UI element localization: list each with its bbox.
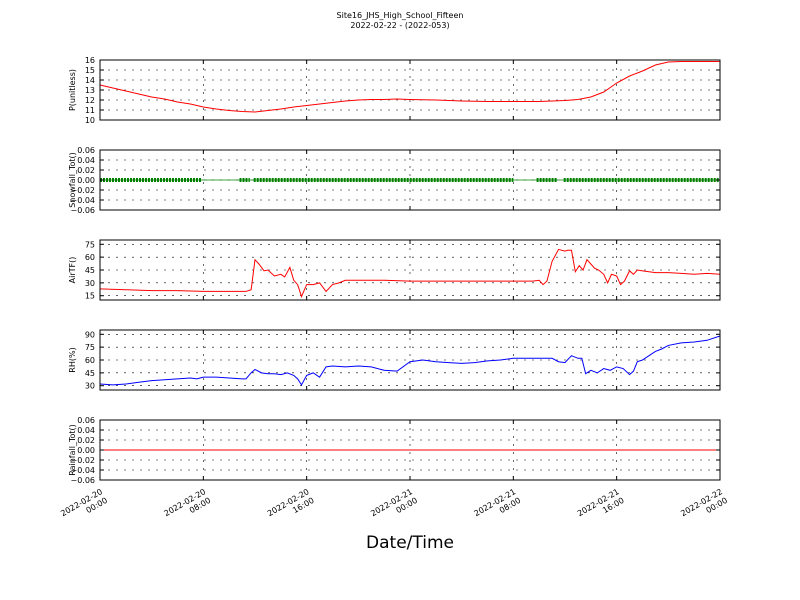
panel-1-ytick-label: 12 [85,96,95,105]
panel-4-series-line [99,335,721,386]
panel-4-ytick-label: 90 [85,330,95,339]
panel-1-ytick-label: 16 [85,56,95,65]
panel-2-ytick-label: 0.06 [77,146,95,155]
panel-2-ytick-label: −0.06 [70,206,95,215]
panel-4-ytick-label: 30 [85,382,95,391]
panel-5-ytick-label: 0.06 [77,416,95,425]
x-tick-label: 2022-02-2008:00 [163,487,213,527]
panel-5-ytick-label: −0.02 [70,456,95,465]
panel-3-series-line [99,248,721,298]
panel-2-ytick-label: −0.04 [70,196,95,205]
chart-title: Site16_JHS_High_School_Fifteen [336,11,464,20]
panel-2-ytick-label: 0.02 [77,166,95,175]
panel-3-ylabel: AirTF() [68,257,77,284]
panel-4-ytick-label: 60 [85,356,95,365]
x-tick-label: 2022-02-2000:00 [59,487,109,527]
x-tick-label: 2022-02-2108:00 [473,487,523,527]
panel-3-ytick-label: 30 [85,279,95,288]
x-tick-label: 2022-02-2116:00 [576,487,626,527]
x-axis-label: Date/Time [366,533,454,553]
panel-4-ytick-label: 75 [85,343,95,352]
panel-2-ytick-label: 0.00 [77,176,95,185]
chart-subtitle: 2022-02-22 - (2022-053) [350,21,450,30]
panel-5-ytick-label: 0.00 [77,446,95,455]
panel-5-ylabel: Rainfall_Tot() [68,424,77,476]
panel-1-ytick-label: 14 [85,76,95,85]
panel-3-ytick-label: 15 [85,292,95,301]
panel-1-ytick-label: 10 [85,116,95,125]
panel-1-ytick-label: 11 [85,106,95,115]
panel-1-series-line [99,61,720,113]
panel-1-ytick-label: 13 [85,86,95,95]
x-tick-label: 2022-02-2200:00 [679,487,729,527]
panel-3-ytick-label: 75 [85,240,95,249]
panel-2-ylabel: Snowfall_Tot() [68,152,77,208]
panel-1-ylabel: P(unitless) [68,69,77,111]
panel-5-ytick-label: 0.02 [77,436,95,445]
panel-3-ytick-label: 45 [85,266,95,275]
panel-5-ytick-label: −0.04 [70,466,95,475]
panel-5-ytick-label: 0.04 [77,426,95,435]
panel-1-ytick-label: 15 [85,66,95,75]
x-tick-label: 2022-02-2100:00 [369,487,419,527]
x-tick-label: 2022-02-2016:00 [266,487,316,527]
panel-5-ytick-label: −0.06 [70,476,95,485]
panel-4-ytick-label: 45 [85,369,95,378]
panel-2-ytick-label: 0.04 [77,156,95,165]
panel-4-ylabel: RH(%) [68,347,77,372]
panel-2-ytick-label: −0.02 [70,186,95,195]
panel-3-ytick-label: 60 [85,253,95,262]
